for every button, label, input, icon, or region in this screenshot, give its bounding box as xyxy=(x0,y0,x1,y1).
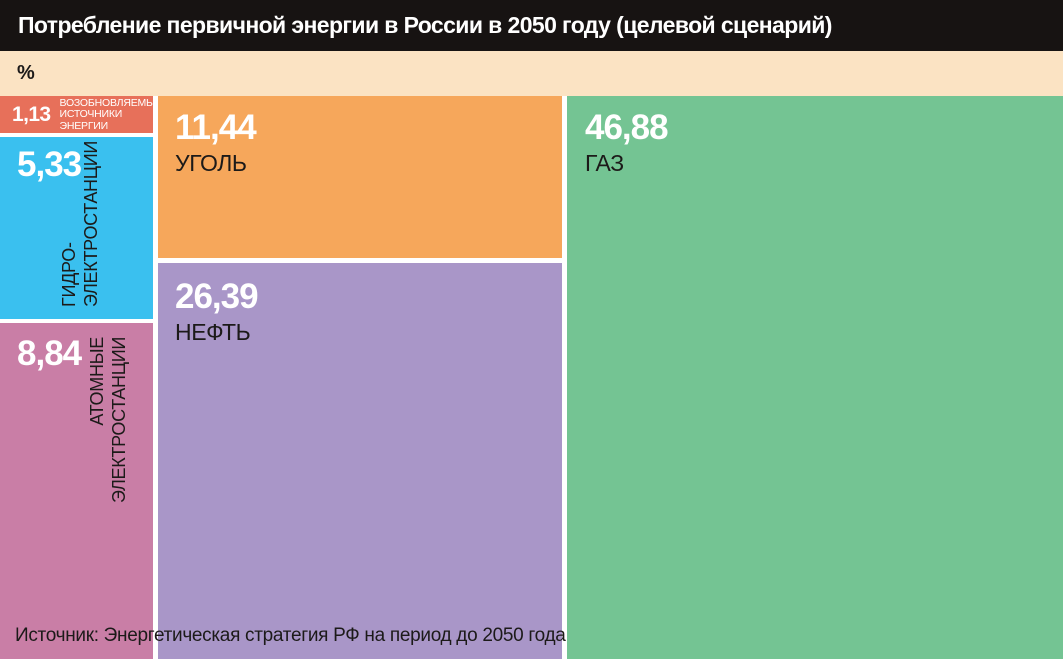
tile-hydro: 5,33 ГИДРО- ЭЛЕКТРОСТАНЦИИ xyxy=(0,137,153,319)
label-coal: УГОЛЬ xyxy=(175,149,247,176)
chart-title: Потребление первичной энергии в России в… xyxy=(18,12,832,38)
value-gas: 46,88 xyxy=(585,108,669,147)
label-nuclear-line2: ЭЛЕКТРОСТАНЦИИ xyxy=(109,337,129,504)
tile-renewables: 1,13 ВОЗОБНОВЛЯЕМЫЕ ИСТОЧНИКИ ЭНЕРГИИ xyxy=(0,96,153,133)
value-coal: 11,44 xyxy=(175,108,257,147)
label-oil: НЕФТЬ xyxy=(175,318,251,345)
tile-coal: 11,44 УГОЛЬ xyxy=(158,96,562,258)
label-hydro-line1: ГИДРО- xyxy=(59,242,79,307)
label-renewables: ВОЗОБНОВЛЯЕМЫЕ ИСТОЧНИКИ ЭНЕРГИИ xyxy=(59,96,153,133)
title-bar: Потребление первичной энергии в России в… xyxy=(0,0,1063,51)
value-renewables: 1,13 xyxy=(12,102,51,126)
label-hydro: ГИДРО- ЭЛЕКТРОСТАНЦИИ xyxy=(58,140,102,307)
label-nuclear: АТОМНЫЕ ЭЛЕКТРОСТАНЦИИ xyxy=(86,337,130,627)
value-oil: 26,39 xyxy=(175,277,259,316)
tile-gas: 46,88 ГАЗ xyxy=(567,96,1063,659)
value-nuclear: 8,84 xyxy=(17,334,82,373)
value-hydro: 5,33 xyxy=(17,145,82,184)
label-hydro-line2: ЭЛЕКТРОСТАНЦИИ xyxy=(81,140,101,307)
source-note: Источник: Энергетическая стратегия РФ на… xyxy=(15,625,566,646)
label-nuclear-line1: АТОМНЫЕ xyxy=(87,337,107,426)
tile-oil: 26,39 НЕФТЬ xyxy=(158,263,562,659)
unit-bar: % xyxy=(0,51,1063,96)
unit-label: % xyxy=(17,62,35,84)
treemap: 1,13 ВОЗОБНОВЛЯЕМЫЕ ИСТОЧНИКИ ЭНЕРГИИ 5,… xyxy=(0,96,1063,659)
tile-nuclear: 8,84 АТОМНЫЕ ЭЛЕКТРОСТАНЦИИ xyxy=(0,323,153,659)
label-renewables-line1: ВОЗОБНОВЛЯЕМЫЕ xyxy=(59,96,153,109)
label-renewables-line2: ИСТОЧНИКИ ЭНЕРГИИ xyxy=(59,108,123,132)
label-gas: ГАЗ xyxy=(585,149,624,176)
